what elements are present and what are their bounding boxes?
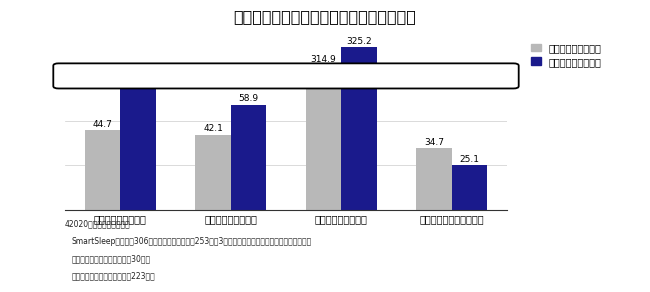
Bar xyxy=(306,76,341,210)
Legend: 睡眠ブースト：　無, 睡眠ブースト：　有: 睡眠ブースト： 無, 睡眠ブースト： 有 xyxy=(531,43,602,67)
Text: 睡眠ブースト無のデータ数：30植分: 睡眠ブースト無のデータ数：30植分 xyxy=(72,254,151,263)
Text: SmartSleepのデータ306植分（内、有効データ253植：3時間以上の睡眠時間が記録されたデータ）: SmartSleepのデータ306植分（内、有効データ253植：3時間以上の睡眠… xyxy=(72,237,312,246)
Bar xyxy=(452,165,487,210)
Bar xyxy=(341,47,376,76)
Bar xyxy=(196,135,231,210)
Text: 314.9: 314.9 xyxy=(311,55,337,64)
Bar xyxy=(306,64,341,76)
Text: 67.6: 67.6 xyxy=(128,79,148,88)
Bar xyxy=(85,130,120,210)
Text: 42020年フィリップス調べ: 42020年フィリップス調べ xyxy=(65,219,131,228)
Text: 325.2: 325.2 xyxy=(346,37,372,46)
Text: 44.7: 44.7 xyxy=(93,120,112,129)
Text: 58.9: 58.9 xyxy=(239,94,259,103)
Bar xyxy=(417,148,452,210)
Text: 42.1: 42.1 xyxy=(203,124,223,133)
Text: 25.1: 25.1 xyxy=(460,155,480,164)
Bar xyxy=(231,105,266,210)
Text: 睡眠ブースト有のデータ数：223植分: 睡眠ブースト有のデータ数：223植分 xyxy=(72,272,155,281)
Bar xyxy=(120,89,155,210)
Text: 「睡眠ブースト」の有無によるデータ比較: 「睡眠ブースト」の有無によるデータ比較 xyxy=(233,9,417,24)
Bar xyxy=(341,76,376,210)
Text: 34.7: 34.7 xyxy=(424,138,444,147)
